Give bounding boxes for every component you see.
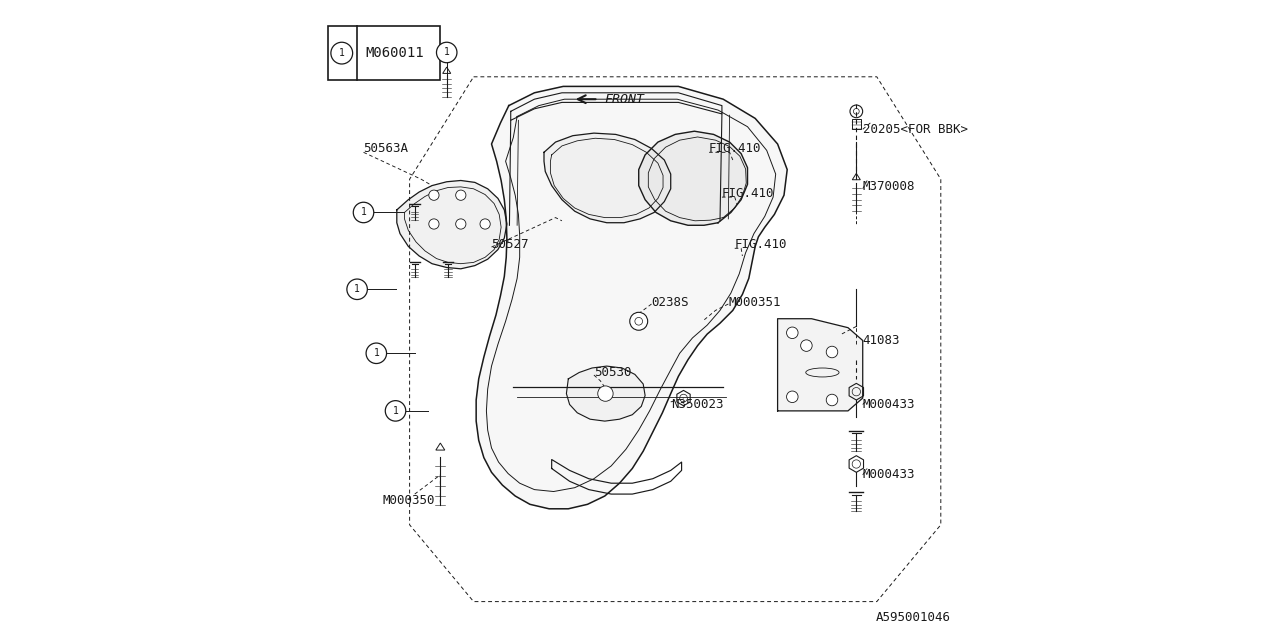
Text: 41083: 41083 (863, 334, 900, 347)
Text: FIG.410: FIG.410 (722, 187, 774, 200)
Circle shape (429, 219, 439, 229)
Text: M000350: M000350 (383, 494, 435, 507)
Circle shape (630, 312, 648, 330)
Text: M370008: M370008 (863, 180, 915, 193)
Text: 20205<FOR BBK>: 20205<FOR BBK> (863, 123, 968, 136)
Circle shape (598, 386, 613, 401)
Text: 50530: 50530 (594, 366, 631, 379)
Circle shape (786, 327, 799, 339)
Text: 0238S: 0238S (652, 296, 689, 308)
Text: 1: 1 (374, 348, 379, 358)
Text: M060011: M060011 (366, 46, 424, 60)
Text: 1: 1 (444, 47, 449, 58)
Polygon shape (544, 133, 671, 223)
Text: M000433: M000433 (863, 398, 915, 411)
Text: M000433: M000433 (863, 468, 915, 481)
Text: FRONT: FRONT (604, 93, 644, 106)
Polygon shape (777, 319, 863, 411)
Text: 1: 1 (361, 207, 366, 218)
Text: N350023: N350023 (671, 398, 723, 411)
Circle shape (827, 346, 838, 358)
Polygon shape (397, 180, 507, 269)
Text: FIG.410: FIG.410 (735, 238, 787, 251)
Circle shape (480, 219, 490, 229)
Circle shape (436, 42, 457, 63)
Text: FIG.410: FIG.410 (709, 142, 762, 155)
Text: 1: 1 (393, 406, 398, 416)
Text: 50527: 50527 (492, 238, 529, 251)
Text: M000351: M000351 (728, 296, 781, 308)
Circle shape (827, 394, 838, 406)
Polygon shape (566, 366, 645, 421)
Circle shape (366, 343, 387, 364)
Circle shape (456, 190, 466, 200)
Circle shape (353, 202, 374, 223)
Text: 50563A: 50563A (364, 142, 408, 155)
Circle shape (385, 401, 406, 421)
Polygon shape (476, 86, 787, 509)
Circle shape (456, 219, 466, 229)
Circle shape (786, 391, 799, 403)
Text: 1: 1 (355, 284, 360, 294)
Circle shape (330, 42, 353, 64)
Text: A595001046: A595001046 (876, 611, 950, 624)
Polygon shape (639, 131, 748, 225)
Text: 1: 1 (339, 48, 344, 58)
Circle shape (429, 190, 439, 200)
Circle shape (347, 279, 367, 300)
Circle shape (801, 340, 813, 351)
